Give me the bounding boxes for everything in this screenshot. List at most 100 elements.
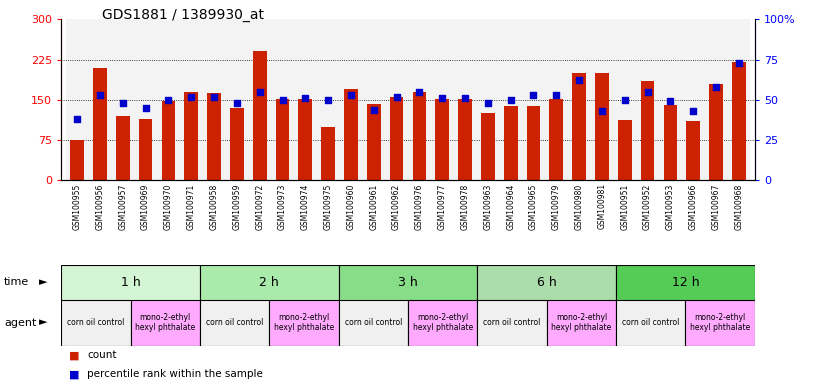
- Text: corn oil control: corn oil control: [483, 318, 541, 327]
- Point: [116, 100, 129, 106]
- Bar: [709, 84, 723, 180]
- Bar: [618, 120, 632, 180]
- Text: mono-2-ethyl
hexyl phthalate: mono-2-ethyl hexyl phthalate: [690, 313, 750, 332]
- Point: [139, 105, 152, 111]
- Point: [207, 94, 220, 100]
- Bar: [549, 99, 563, 180]
- Point: [162, 97, 175, 103]
- Point: [436, 95, 449, 101]
- Bar: [294, 19, 317, 180]
- Point: [94, 92, 107, 98]
- Bar: [682, 19, 704, 180]
- Bar: [616, 300, 685, 346]
- Bar: [477, 265, 616, 300]
- Bar: [704, 19, 727, 180]
- Bar: [459, 99, 472, 180]
- Bar: [225, 19, 248, 180]
- Bar: [339, 300, 408, 346]
- Text: percentile rank within the sample: percentile rank within the sample: [87, 369, 264, 379]
- Point: [276, 97, 289, 103]
- Bar: [116, 116, 130, 180]
- Point: [687, 108, 700, 114]
- Point: [732, 60, 745, 66]
- Bar: [568, 19, 591, 180]
- Point: [527, 92, 540, 98]
- Bar: [636, 19, 659, 180]
- Text: corn oil control: corn oil control: [206, 318, 264, 327]
- Bar: [477, 300, 547, 346]
- Bar: [271, 19, 294, 180]
- Point: [504, 97, 517, 103]
- Point: [664, 98, 677, 104]
- Text: 2 h: 2 h: [259, 276, 279, 289]
- Point: [71, 116, 84, 122]
- Bar: [362, 19, 385, 180]
- Bar: [230, 108, 244, 180]
- Bar: [413, 92, 426, 180]
- Bar: [157, 19, 180, 180]
- Text: mono-2-ethyl
hexyl phthalate: mono-2-ethyl hexyl phthalate: [413, 313, 472, 332]
- Bar: [180, 19, 202, 180]
- Point: [230, 100, 243, 106]
- Point: [344, 92, 357, 98]
- Bar: [299, 99, 313, 180]
- Bar: [317, 19, 339, 180]
- Text: ►: ►: [39, 277, 47, 287]
- Text: time: time: [4, 277, 29, 287]
- Point: [253, 89, 266, 95]
- Bar: [339, 265, 477, 300]
- Text: agent: agent: [4, 318, 37, 328]
- Point: [481, 100, 494, 106]
- Point: [619, 97, 632, 103]
- Point: [459, 95, 472, 101]
- Point: [390, 94, 403, 100]
- Bar: [139, 119, 153, 180]
- Point: [573, 78, 586, 84]
- Point: [367, 106, 380, 113]
- Bar: [732, 62, 746, 180]
- Bar: [477, 19, 499, 180]
- Bar: [253, 51, 267, 180]
- Point: [299, 95, 312, 101]
- Bar: [591, 19, 614, 180]
- Text: 3 h: 3 h: [398, 276, 418, 289]
- Point: [550, 92, 563, 98]
- Point: [413, 89, 426, 95]
- Bar: [526, 106, 540, 180]
- Text: ■: ■: [69, 369, 80, 379]
- Bar: [61, 300, 131, 346]
- Bar: [390, 97, 403, 180]
- Bar: [89, 19, 112, 180]
- Bar: [322, 127, 335, 180]
- Bar: [499, 19, 522, 180]
- Point: [184, 94, 197, 100]
- Text: mono-2-ethyl
hexyl phthalate: mono-2-ethyl hexyl phthalate: [135, 313, 195, 332]
- Bar: [522, 19, 545, 180]
- Bar: [200, 265, 339, 300]
- Bar: [481, 113, 494, 180]
- Bar: [431, 19, 454, 180]
- Bar: [269, 300, 339, 346]
- Bar: [162, 101, 175, 180]
- Bar: [616, 265, 755, 300]
- Bar: [70, 140, 84, 180]
- Bar: [339, 19, 362, 180]
- Bar: [61, 265, 200, 300]
- Text: count: count: [87, 350, 117, 360]
- Point: [322, 97, 335, 103]
- Point: [641, 89, 654, 95]
- Text: 1 h: 1 h: [121, 276, 140, 289]
- Text: corn oil control: corn oil control: [622, 318, 680, 327]
- Bar: [134, 19, 157, 180]
- Bar: [408, 19, 431, 180]
- Bar: [248, 19, 271, 180]
- Text: 6 h: 6 h: [537, 276, 557, 289]
- Text: mono-2-ethyl
hexyl phthalate: mono-2-ethyl hexyl phthalate: [552, 313, 611, 332]
- Bar: [344, 89, 357, 180]
- Bar: [641, 81, 654, 180]
- Point: [709, 84, 722, 90]
- Text: mono-2-ethyl
hexyl phthalate: mono-2-ethyl hexyl phthalate: [274, 313, 334, 332]
- Text: corn oil control: corn oil control: [344, 318, 402, 327]
- Bar: [200, 300, 269, 346]
- Bar: [545, 19, 568, 180]
